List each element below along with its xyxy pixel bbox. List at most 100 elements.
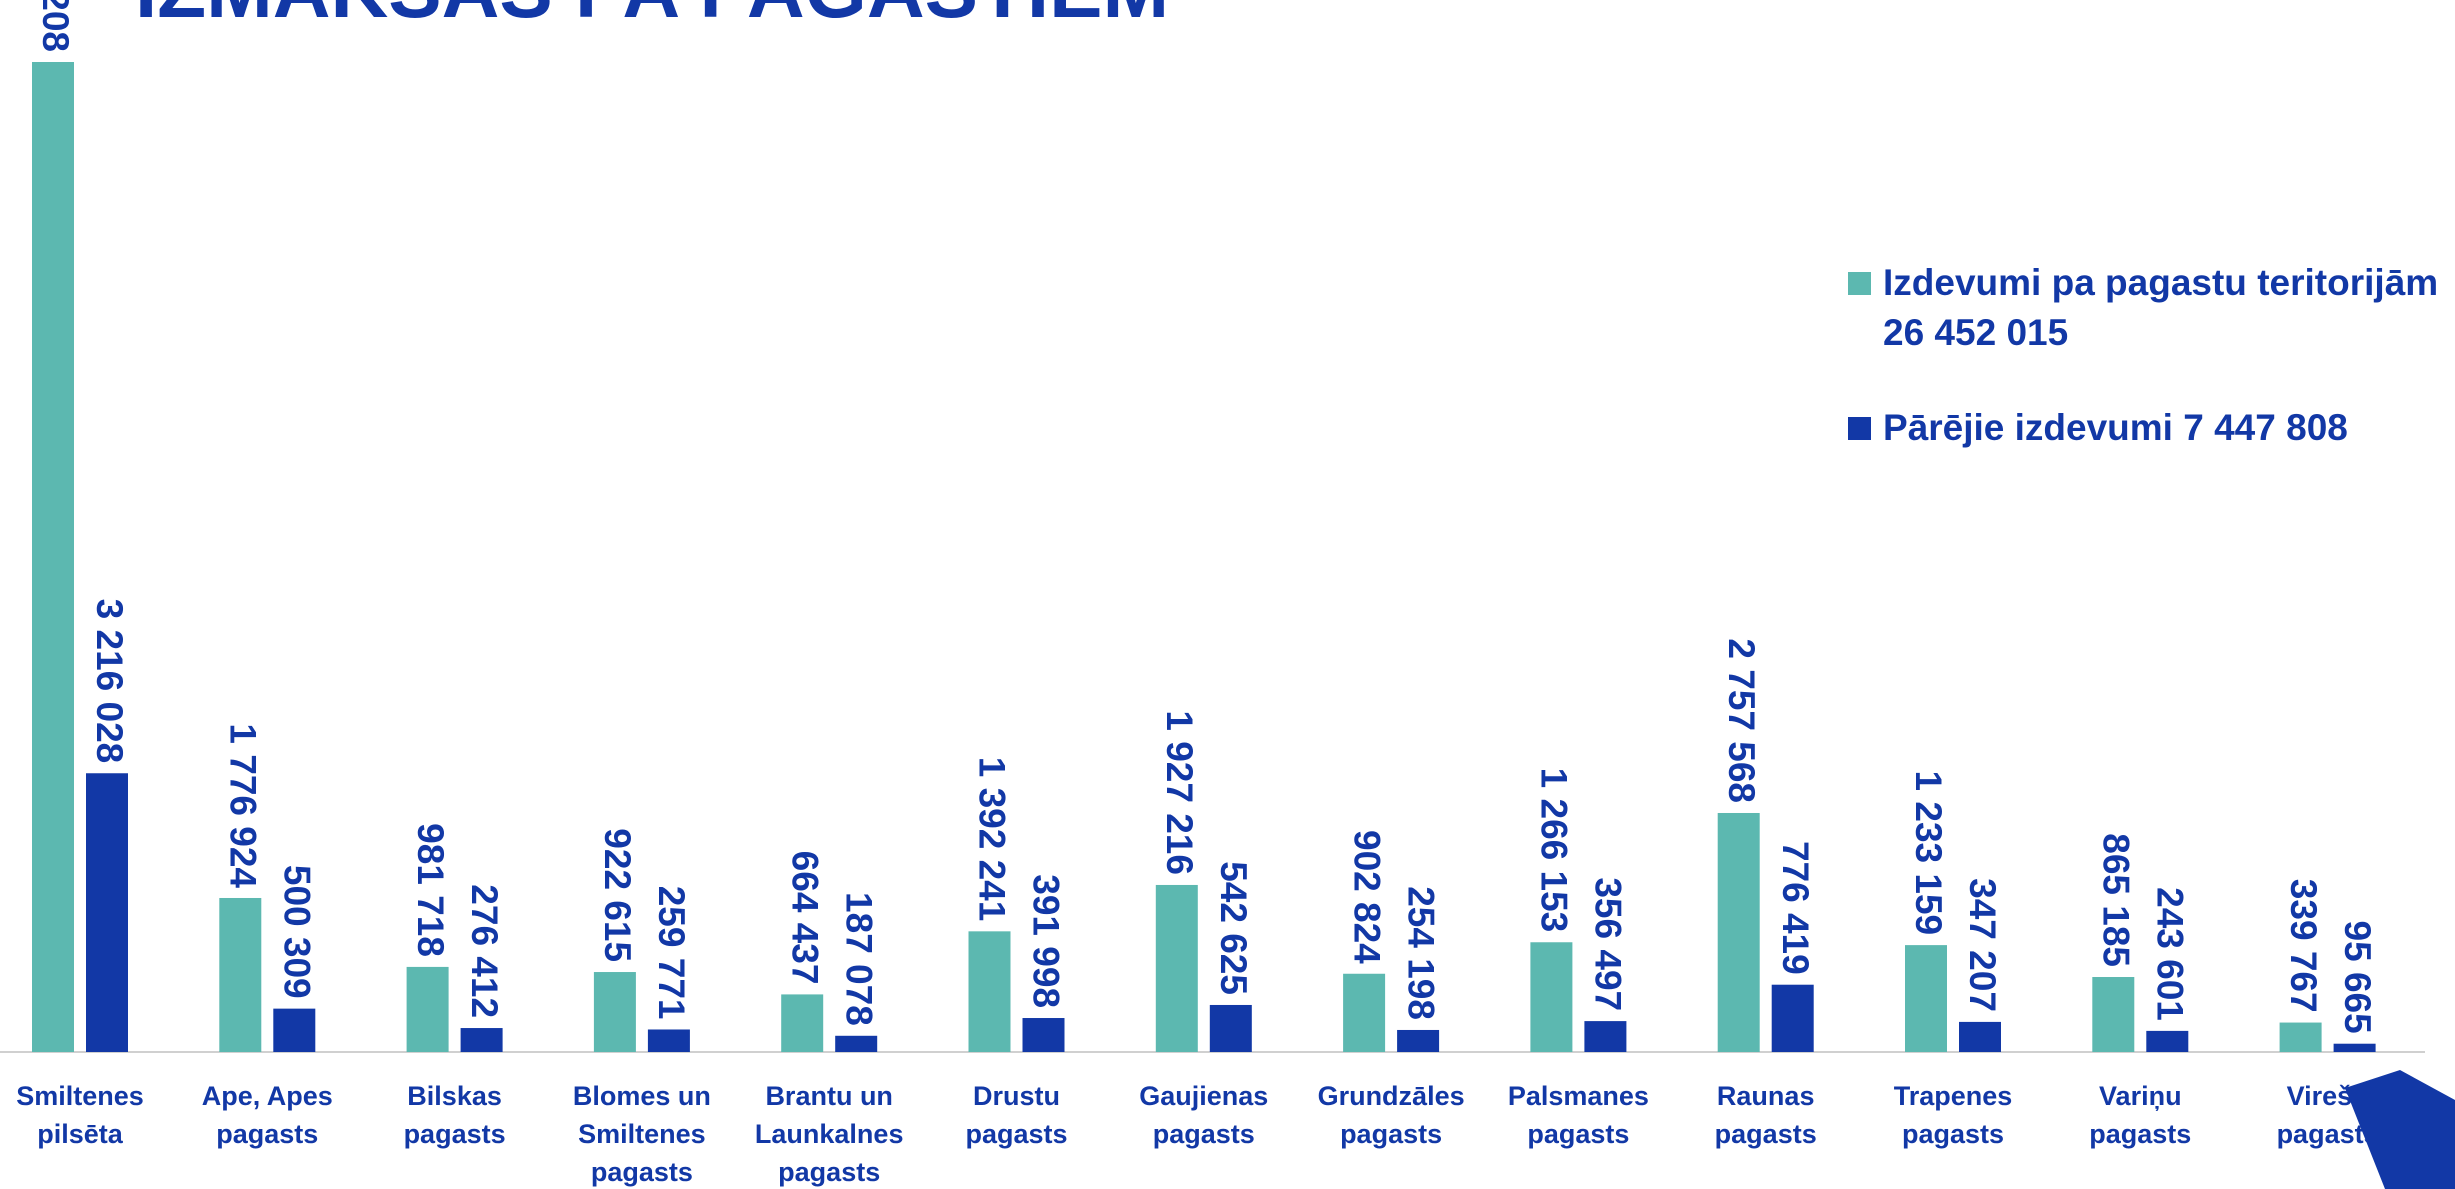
bar-territories-2 bbox=[219, 897, 262, 1052]
data-label-territories-1: 11 422 208 bbox=[35, 0, 76, 52]
data-label-territories-11: 1 233 159 bbox=[1908, 771, 1949, 936]
page-title: IZMAKSAS PA PAGASTIEM bbox=[135, 0, 1169, 30]
data-label-territories-3: 981 718 bbox=[410, 823, 451, 957]
data-label-territories-8: 902 824 bbox=[1346, 830, 1387, 964]
category-label-3: Bilskas pagasts bbox=[404, 1081, 506, 1149]
data-label-territories-2: 1 776 924 bbox=[223, 723, 264, 888]
bar-other-6 bbox=[1022, 1018, 1065, 1052]
data-label-territories-6: 1 392 241 bbox=[972, 757, 1013, 922]
data-label-other-4: 259 771 bbox=[651, 886, 692, 1020]
data-label-other-5: 187 078 bbox=[838, 892, 879, 1026]
category-label-line: Blomes un bbox=[573, 1081, 711, 1111]
data-label-other-3: 276 412 bbox=[464, 884, 505, 1018]
category-label-line: Palsmanes bbox=[1508, 1081, 1649, 1111]
bar-territories-4 bbox=[593, 972, 636, 1052]
category-label-line: pagasts bbox=[778, 1157, 880, 1187]
category-label-line: pagasts bbox=[1902, 1119, 2004, 1149]
category-label-9: Palsmanes pagasts bbox=[1508, 1081, 1649, 1149]
category-label-10: Raunas pagasts bbox=[1715, 1081, 1817, 1149]
data-label-other-12: 243 601 bbox=[2150, 887, 2191, 1021]
bar-other-9 bbox=[1584, 1021, 1627, 1052]
data-label-territories-13: 339 767 bbox=[2283, 879, 2324, 1013]
category-label-6: Drustu pagasts bbox=[965, 1081, 1067, 1149]
bar-other-13 bbox=[2333, 1043, 2376, 1052]
bar-other-1 bbox=[86, 773, 128, 1052]
legend-label-territories: Izdevumi pa pagastu teritorijām bbox=[1883, 262, 2439, 303]
data-label-other-8: 254 198 bbox=[1400, 886, 1441, 1020]
bar-other-8 bbox=[1397, 1029, 1440, 1052]
bar-other-7 bbox=[1209, 1004, 1252, 1052]
category-label-line: pagasts bbox=[216, 1119, 318, 1149]
category-label-line: Raunas bbox=[1717, 1081, 1815, 1111]
category-label-line: Launkalnes bbox=[755, 1119, 904, 1149]
category-label-line: pagasts bbox=[1527, 1119, 1629, 1149]
category-label-line: Gaujienas bbox=[1139, 1081, 1268, 1111]
category-label-line: Variņu bbox=[2099, 1081, 2182, 1111]
category-label-line: pagasts bbox=[2089, 1119, 2191, 1149]
data-label-territories-10: 2 757 568 bbox=[1721, 638, 1762, 803]
bar-territories-13 bbox=[2279, 1022, 2322, 1052]
corner-decoration bbox=[2345, 1070, 2455, 1189]
bar-territories-10 bbox=[1717, 812, 1760, 1052]
category-label-line: pagasts bbox=[1340, 1119, 1442, 1149]
category-label-11: Trapenes pagasts bbox=[1894, 1081, 2013, 1149]
category-label-5: Brantu un Launkalnes pagasts bbox=[755, 1081, 904, 1187]
legend: Izdevumi pa pagastu teritorijām 26 452 0… bbox=[1848, 258, 2448, 498]
legend-swatch-blue bbox=[1848, 417, 1871, 440]
legend-label-other: Pārējie izdevumi bbox=[1883, 407, 2173, 448]
bar-other-10 bbox=[1771, 984, 1814, 1052]
bar-territories-5 bbox=[781, 994, 824, 1052]
data-label-other-6: 391 998 bbox=[1026, 874, 1067, 1008]
data-label-other-7: 542 625 bbox=[1213, 861, 1254, 995]
data-label-other-9: 356 497 bbox=[1588, 877, 1629, 1011]
legend-total-territories: 26 452 015 bbox=[1883, 312, 2069, 353]
data-label-territories-9: 1 266 153 bbox=[1534, 768, 1575, 933]
legend-item-territories: Izdevumi pa pagastu teritorijām 26 452 0… bbox=[1848, 258, 2448, 358]
bar-other-5 bbox=[835, 1035, 878, 1052]
bar-territories-12 bbox=[2092, 977, 2135, 1052]
category-label-line: pagasts bbox=[1715, 1119, 1817, 1149]
category-label-7: Gaujienas pagasts bbox=[1139, 1081, 1268, 1149]
category-label-line: Smiltenes bbox=[16, 1081, 144, 1111]
category-label-line: Brantu un bbox=[765, 1081, 893, 1111]
data-label-territories-12: 865 185 bbox=[2096, 833, 2137, 967]
bar-territories-7 bbox=[1155, 884, 1198, 1052]
bar-territories-9 bbox=[1530, 942, 1573, 1052]
category-label-4: Blomes un Smiltenes pagasts bbox=[573, 1081, 711, 1187]
category-label-line: pagasts bbox=[965, 1119, 1067, 1149]
bar-other-2 bbox=[273, 1008, 316, 1052]
data-label-other-2: 500 309 bbox=[277, 865, 318, 999]
category-label-12: Variņu pagasts bbox=[2089, 1081, 2191, 1149]
category-label-line: Grundzāles bbox=[1318, 1081, 1465, 1111]
data-label-other-11: 347 207 bbox=[1962, 878, 2003, 1012]
bar-territories-3 bbox=[406, 966, 449, 1052]
legend-total-other: 7 447 808 bbox=[2183, 407, 2348, 448]
category-label-1: Smiltenes pilsēta bbox=[16, 1081, 144, 1149]
bar-other-3 bbox=[460, 1028, 503, 1052]
bar-territories-1 bbox=[32, 62, 74, 1052]
category-label-line: pagasts bbox=[591, 1157, 693, 1187]
bar-other-12 bbox=[2146, 1030, 2189, 1052]
category-label-line: Drustu bbox=[973, 1081, 1060, 1111]
category-label-8: Grundzāles pagasts bbox=[1318, 1081, 1465, 1149]
bar-territories-6 bbox=[968, 931, 1011, 1052]
data-label-other-13: 95 665 bbox=[2337, 921, 2378, 1034]
data-label-other-10: 776 419 bbox=[1775, 841, 1816, 975]
category-label-line: pagasts bbox=[1153, 1119, 1255, 1149]
bar-other-4 bbox=[647, 1029, 690, 1052]
legend-item-other: Pārējie izdevumi 7 447 808 bbox=[1848, 403, 2448, 453]
category-label-2: Ape, Apes pagasts bbox=[202, 1081, 333, 1149]
category-label-line: Smiltenes bbox=[578, 1119, 706, 1149]
bar-other-11 bbox=[1959, 1021, 2001, 1052]
data-label-territories-5: 664 437 bbox=[784, 851, 825, 985]
legend-swatch-teal bbox=[1848, 272, 1871, 295]
bar-territories-11 bbox=[1905, 945, 1947, 1052]
category-label-line: Ape, Apes bbox=[202, 1081, 333, 1111]
category-label-line: pilsēta bbox=[37, 1119, 124, 1149]
category-label-line: pagasts bbox=[404, 1119, 506, 1149]
category-label-line: Trapenes bbox=[1894, 1081, 2013, 1111]
category-label-line: Bilskas bbox=[407, 1081, 502, 1111]
data-label-territories-4: 922 615 bbox=[597, 828, 638, 962]
data-label-territories-7: 1 927 216 bbox=[1159, 710, 1200, 875]
